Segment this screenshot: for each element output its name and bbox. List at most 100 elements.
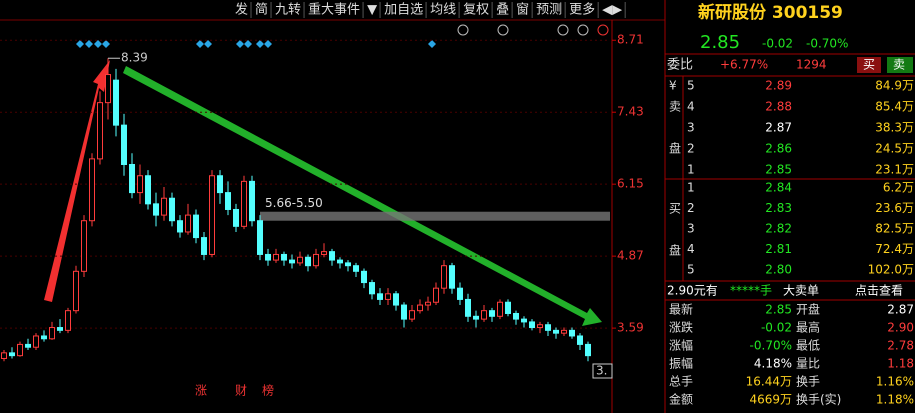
candle-body bbox=[297, 256, 303, 264]
peak-label: 8.39 bbox=[121, 51, 148, 65]
weibi-diff: 1294 bbox=[796, 58, 827, 72]
y-tick-label: 4.87 bbox=[617, 249, 644, 263]
candle-body bbox=[265, 253, 271, 261]
candle-body bbox=[417, 304, 423, 312]
level: 3 bbox=[687, 222, 695, 236]
candle-body bbox=[393, 293, 399, 306]
candle-body bbox=[225, 192, 231, 210]
candle-body bbox=[377, 293, 383, 300]
stat-value: 2.87 bbox=[887, 303, 914, 317]
candle-body bbox=[481, 310, 487, 320]
toolbar-button[interactable]: 简 bbox=[255, 2, 268, 18]
candle-body bbox=[305, 256, 311, 267]
candle-body bbox=[89, 158, 95, 222]
stat-value: -0.70% bbox=[750, 339, 792, 353]
candle-body bbox=[385, 293, 391, 300]
candle-body bbox=[369, 282, 375, 295]
book-volume: 84.9万 bbox=[875, 79, 914, 93]
toolbar-button[interactable]: 重大事件 bbox=[308, 2, 360, 18]
toolbar-button[interactable]: ◀▶ bbox=[602, 3, 622, 18]
candle-body bbox=[153, 203, 159, 216]
toolbar-button[interactable]: 复权 bbox=[463, 2, 489, 18]
y-tick-label: 3.59 bbox=[617, 321, 644, 335]
signal-diamonds bbox=[76, 40, 436, 48]
level: 2 bbox=[687, 142, 695, 156]
candle-body bbox=[577, 335, 583, 345]
candle-body bbox=[409, 310, 415, 320]
change: -0.02 bbox=[762, 37, 793, 51]
candle-body bbox=[201, 237, 207, 255]
toolbar-button[interactable]: 预测 bbox=[536, 3, 562, 18]
candle-body bbox=[337, 259, 343, 264]
candle-body bbox=[321, 251, 327, 255]
book-volume: 72.4万 bbox=[875, 242, 914, 256]
sell-button[interactable] bbox=[887, 57, 913, 73]
toolbar-button[interactable]: 九转 bbox=[275, 3, 301, 18]
side-label: 盘 bbox=[669, 141, 681, 156]
book-price: 2.83 bbox=[765, 201, 792, 215]
toolbar-button[interactable]: 发 bbox=[235, 2, 248, 18]
candle-body bbox=[49, 327, 55, 340]
buy-button[interactable] bbox=[857, 57, 881, 73]
stat-value: 1.18% bbox=[876, 393, 914, 407]
candle-body bbox=[177, 220, 183, 233]
bottom-label[interactable]: 涨 bbox=[195, 383, 207, 398]
book-price: 2.87 bbox=[765, 121, 792, 135]
toolbar-button[interactable]: 均线 bbox=[430, 3, 456, 18]
candle-body bbox=[489, 310, 495, 317]
candle-body bbox=[465, 298, 471, 317]
bottom-label[interactable]: 榜 bbox=[262, 383, 274, 398]
candle-body bbox=[57, 327, 63, 331]
candle-body bbox=[329, 251, 335, 261]
candle-body bbox=[505, 301, 511, 314]
stat-value: 2.85 bbox=[765, 303, 792, 317]
candle-body bbox=[41, 335, 47, 340]
candle-body bbox=[145, 175, 151, 205]
tick-info: *****手 bbox=[730, 284, 772, 298]
stat-value: 16.44万 bbox=[746, 375, 792, 389]
sell-button-label[interactable]: 卖 bbox=[893, 58, 905, 72]
chart-tools bbox=[457, 24, 609, 36]
stat-label: 最低 bbox=[796, 339, 820, 353]
candle-body bbox=[9, 352, 15, 357]
y-tick-label: 7.43 bbox=[617, 105, 644, 119]
stat-value: -0.02 bbox=[761, 321, 792, 335]
zone-label: 5.66-5.50 bbox=[265, 196, 323, 210]
candle-body bbox=[33, 335, 39, 348]
price: 2.85 bbox=[700, 32, 740, 53]
toolbar-button[interactable]: 加自选 bbox=[384, 3, 423, 18]
stat-label: 换手(实) bbox=[796, 392, 841, 407]
toolbar-button[interactable]: ▼ bbox=[367, 3, 377, 18]
candle-body bbox=[233, 208, 239, 227]
stat-label: 涨幅 bbox=[669, 338, 693, 353]
candle-body bbox=[25, 343, 31, 348]
stat-label: 开盘 bbox=[796, 302, 820, 317]
toolbar-button[interactable]: 叠 bbox=[496, 3, 509, 18]
candle-body bbox=[521, 318, 527, 323]
candle-body bbox=[105, 74, 111, 104]
toolbar-button[interactable]: 窗 bbox=[516, 2, 529, 18]
candle-body bbox=[313, 253, 319, 267]
last-label: 3. bbox=[596, 364, 607, 378]
candle-body bbox=[273, 253, 279, 261]
candle-body bbox=[433, 287, 439, 303]
stat-label: 量比 bbox=[796, 357, 820, 371]
side-label: ¥ bbox=[669, 79, 677, 93]
toolbar-button[interactable]: 更多 bbox=[569, 2, 595, 18]
buy-button-label[interactable]: 买 bbox=[863, 58, 875, 72]
candle-body bbox=[137, 175, 143, 194]
candle-body bbox=[425, 301, 431, 306]
weibi-pct: +6.77% bbox=[720, 58, 768, 72]
candle-body bbox=[361, 270, 367, 284]
candle-body bbox=[529, 321, 535, 329]
bottom-label[interactable]: 财 bbox=[235, 384, 247, 398]
candle-body bbox=[1, 352, 7, 359]
stat-value: 2.90 bbox=[887, 321, 914, 335]
stat-label: 换手 bbox=[796, 375, 820, 389]
green-arrow bbox=[123, 66, 602, 326]
candle-body bbox=[545, 324, 551, 331]
tick-info[interactable]: 点击查看 bbox=[855, 284, 903, 298]
tick-info: 大卖单 bbox=[783, 284, 819, 298]
